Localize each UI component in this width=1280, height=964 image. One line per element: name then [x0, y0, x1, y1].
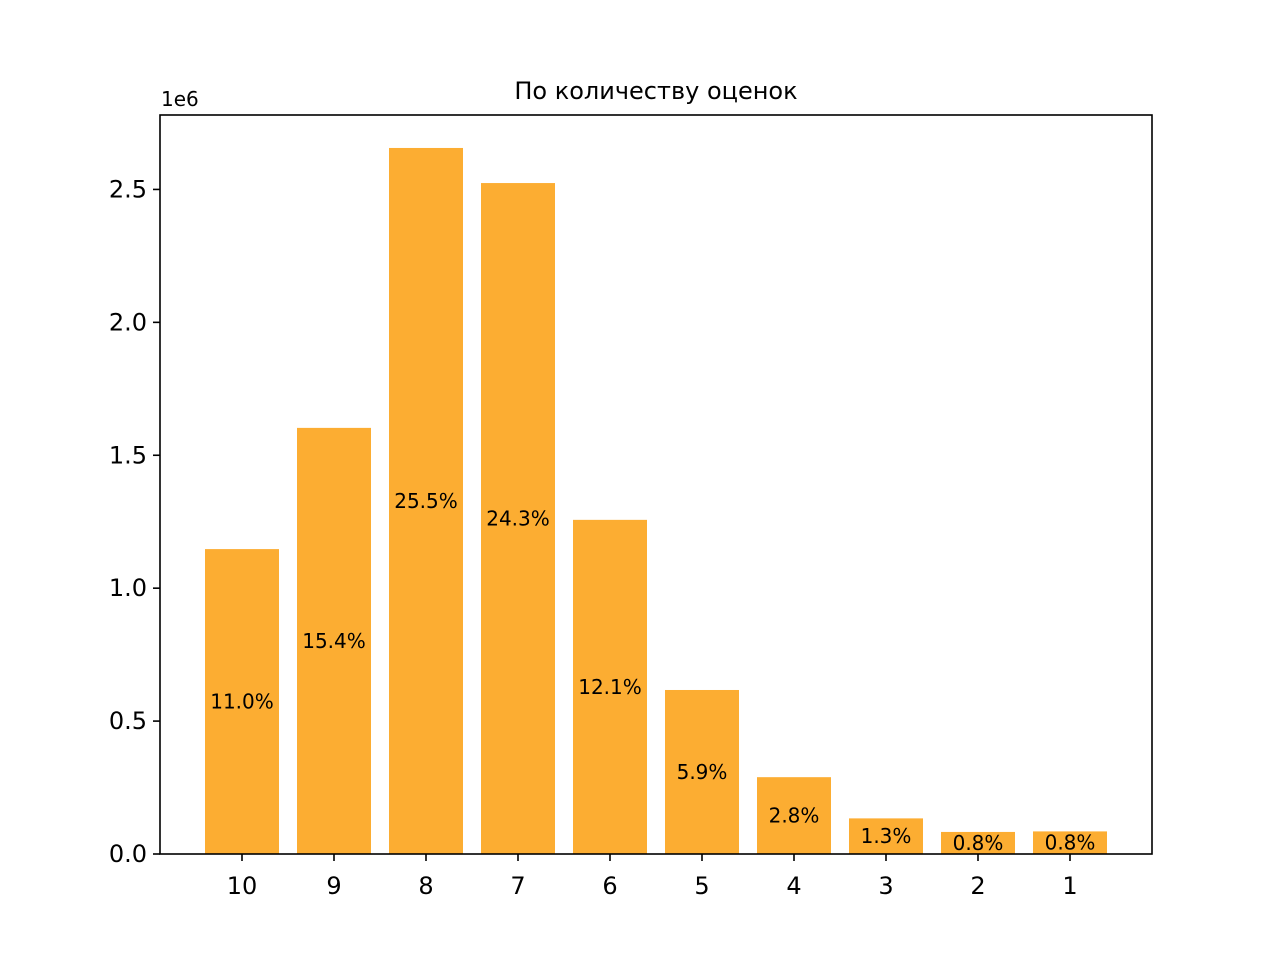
bar-7	[481, 183, 555, 854]
bar-label-6: 12.1%	[578, 675, 642, 699]
x-axis: 10 9 8 7 6 5 4 3 2 1	[227, 854, 1078, 900]
x-tick-label-8: 8	[418, 872, 433, 900]
bar-3	[849, 818, 923, 854]
x-tick-label-6: 6	[602, 872, 617, 900]
bar-9	[297, 427, 371, 854]
bar-labels-layer: 11.0% 15.4% 25.5% 24.3% 12.1% 5.9% 2.8% 1.3% 0.8…	[210, 489, 1095, 855]
x-tick-label-4: 4	[786, 872, 801, 900]
y-tick-label-5: 2.5	[109, 175, 147, 203]
x-tick-label-7: 7	[510, 872, 525, 900]
bar-8	[389, 147, 463, 854]
x-tick-label-5: 5	[694, 872, 709, 900]
bar-label-5: 5.9%	[677, 760, 728, 784]
bar-6	[573, 519, 647, 854]
y-tick-label-3: 1.5	[109, 441, 147, 469]
bar-label-8: 25.5%	[394, 489, 458, 513]
bar-label-2: 0.8%	[953, 831, 1004, 855]
y-axis-offset-label: 1e6	[161, 87, 199, 111]
y-tick-label-2: 1.0	[109, 574, 147, 602]
bar-2	[941, 831, 1015, 854]
x-tick-label-1: 1	[1062, 872, 1077, 900]
plot-frame	[159, 114, 1153, 855]
bar-label-7: 24.3%	[486, 507, 550, 531]
x-tick-label-2: 2	[970, 872, 985, 900]
bar-label-9: 15.4%	[302, 629, 366, 653]
bar-10	[205, 549, 279, 854]
bar-label-4: 2.8%	[769, 804, 820, 828]
bar-4	[757, 777, 831, 854]
bar-label-10: 11.0%	[210, 690, 274, 714]
bar-1	[1033, 831, 1107, 854]
y-tick-label-0: 0.0	[109, 840, 147, 868]
y-tick-label-4: 2.0	[109, 308, 147, 336]
y-axis: 0.0 0.5 1.0 1.5 2.0 2.5	[109, 175, 160, 868]
bar-label-1: 0.8%	[1045, 831, 1096, 855]
bars-layer	[205, 147, 1107, 854]
bar-5	[665, 689, 739, 854]
x-tick-label-10: 10	[227, 872, 258, 900]
x-tick-label-3: 3	[878, 872, 893, 900]
chart-title: По количеству оценок	[514, 77, 797, 105]
bar-label-3: 1.3%	[861, 824, 912, 848]
y-tick-label-1: 0.5	[109, 707, 147, 735]
x-tick-label-9: 9	[326, 872, 341, 900]
